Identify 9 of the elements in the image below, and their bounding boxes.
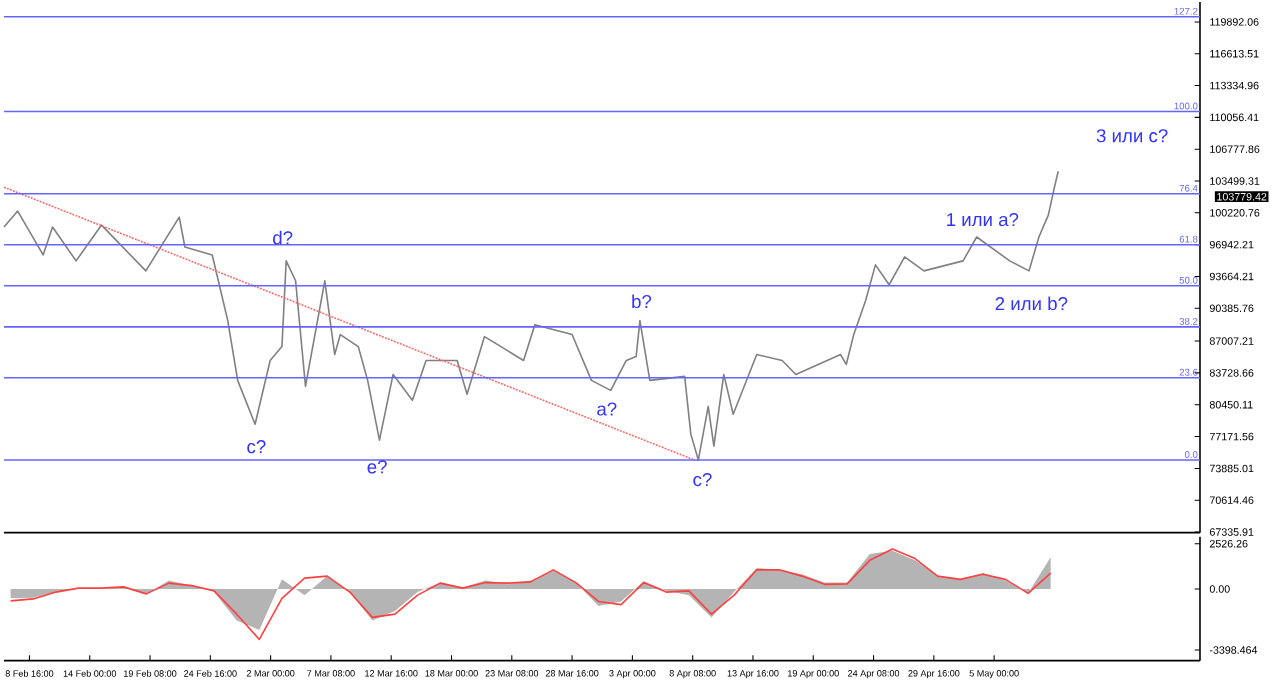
annotation: c? [247,440,266,454]
annotation: a? [597,402,617,416]
annotation: 1 или a? [947,212,1019,227]
annotation: d? [273,230,293,245]
annotation: 2 или b? [995,296,1068,311]
annotation: 3 или c? [1096,129,1168,143]
annotation: b? [632,294,652,309]
annotation: e? [367,460,387,474]
annotation: c? [693,472,712,487]
